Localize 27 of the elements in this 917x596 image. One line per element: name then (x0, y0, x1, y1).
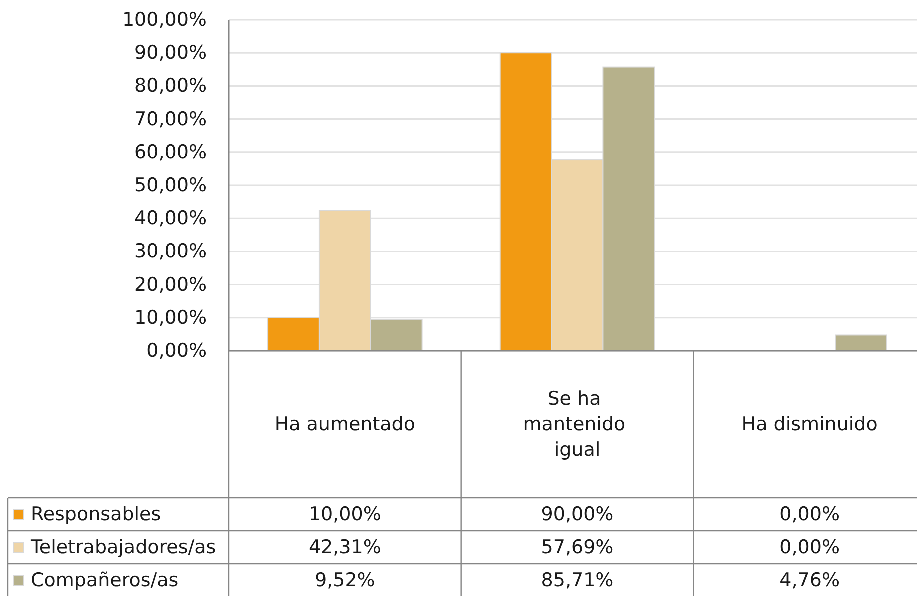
data-label: 0,00% (780, 504, 840, 526)
x-tick-label: Ha disminuido (742, 414, 878, 436)
legend-label: Responsables (31, 504, 162, 526)
bar (835, 334, 888, 352)
y-tick-label: 10,00% (134, 306, 207, 329)
data-label: 4,76% (780, 570, 840, 592)
y-tick-label: 80,00% (134, 75, 207, 98)
y-tick-label: 70,00% (134, 108, 207, 130)
data-label: 90,00% (541, 504, 614, 526)
y-tick-label: 60,00% (134, 141, 207, 164)
x-tick-label: Ha aumentado (274, 414, 416, 436)
y-tick-label: 50,00% (134, 174, 207, 196)
y-tick-label: 100,00% (122, 9, 207, 31)
y-tick-label: 30,00% (134, 240, 207, 263)
data-label: 57,69% (541, 536, 614, 558)
data-label: 9,52% (314, 570, 376, 592)
data-label: 85,71% (541, 570, 614, 592)
legend-label: Compañeros/as (31, 570, 179, 592)
y-tick-label: 90,00% (134, 42, 207, 64)
data-label: 42,31% (308, 536, 382, 558)
data-label: 0,00% (780, 536, 840, 558)
x-tick-label: Se ha mantenido igual (523, 388, 632, 461)
legend-label: Teletrabajadores/as (30, 536, 216, 558)
y-tick-label: 40,00% (134, 208, 207, 230)
data-label: 10,00% (308, 504, 382, 526)
y-tick-label: 20,00% (134, 274, 207, 296)
y-tick-label: 0,00% (146, 340, 207, 362)
